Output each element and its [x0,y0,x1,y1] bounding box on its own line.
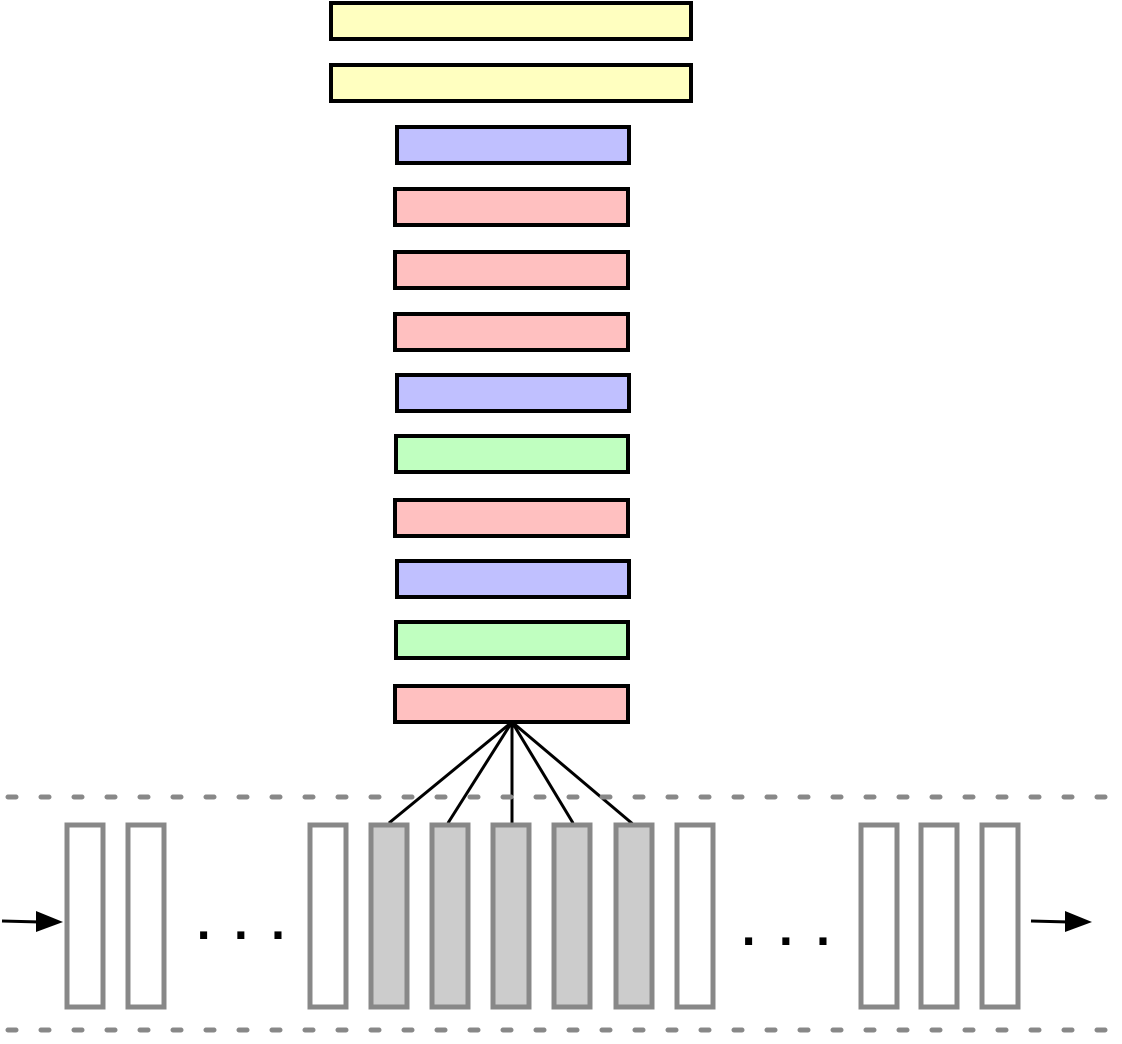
layer-8-green [394,434,630,474]
right-ellipsis: ... [741,909,853,955]
layer-stack [329,1,693,724]
layer-2-yellow [329,63,693,103]
layer-5-red [393,250,630,290]
layer-3-blue [395,125,631,165]
frame-12 [979,822,1021,1010]
connection-line-5 [511,720,635,827]
input-arrow-shaft [1,919,41,924]
layer-6-red [393,312,630,352]
input-frames [64,822,1021,1010]
active-frame-8 [613,822,655,1010]
left-ellipsis: ... [196,903,308,949]
active-frame-5 [429,822,471,1010]
frame-3 [307,822,349,1010]
frame-1 [64,822,106,1010]
active-frame-6 [490,822,532,1010]
layer-11-green [394,620,630,660]
layer-10-blue [395,559,631,599]
output-arrow-shaft [1030,919,1070,924]
io-arrows [1,911,1092,932]
input-arrowhead [36,911,63,932]
connection-line-4 [510,721,575,824]
frame-10 [858,822,900,1010]
connection-line-1 [388,720,513,825]
layer-7-blue [395,373,631,413]
connection-line-2 [446,721,514,824]
layer-4-red [393,187,630,227]
frame-2 [125,822,167,1010]
layer-12-red [393,684,630,724]
active-frame-4 [368,822,410,1010]
sequence-guides [5,794,1121,1033]
frame-11 [918,822,960,1010]
layer-1-yellow [329,1,693,41]
active-frame-7 [551,822,593,1010]
output-arrowhead [1065,911,1092,932]
frame-9 [674,822,716,1010]
layer-9-red [393,498,630,538]
window-connections [388,720,635,827]
